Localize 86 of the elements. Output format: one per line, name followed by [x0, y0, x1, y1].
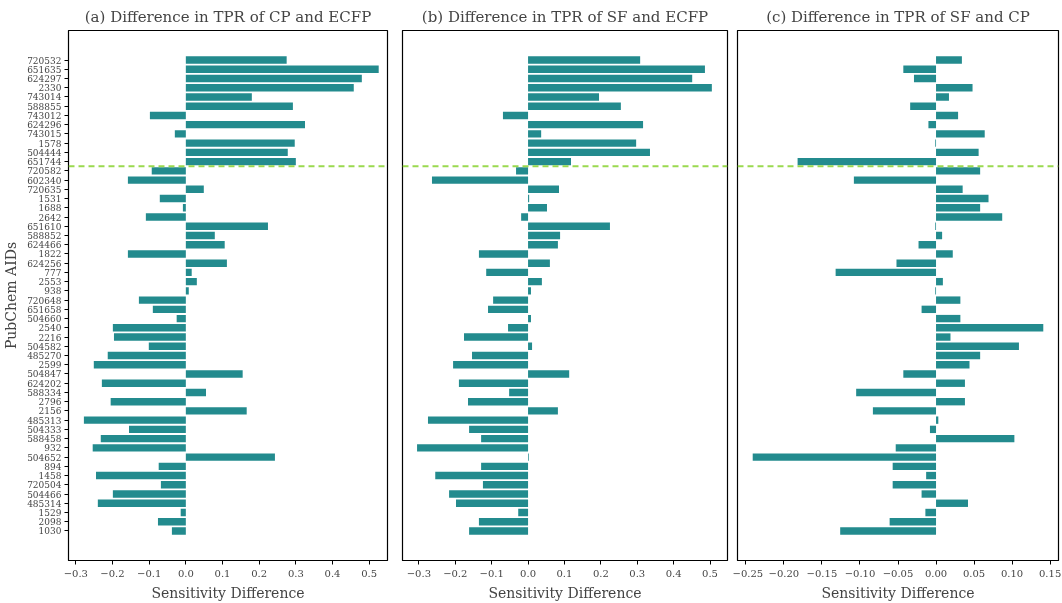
y-tick-label: 1531 — [38, 194, 62, 205]
y-tick-label: 624296 — [27, 120, 62, 131]
y-tick-label: 2540 — [38, 323, 62, 334]
y-tick-label: 2553 — [38, 277, 62, 288]
x-tick-label: 0.5 — [702, 567, 718, 579]
y-tick-label: 2796 — [38, 397, 62, 408]
y-tick-label: 1578 — [38, 138, 62, 149]
x-tick-label: 0.10 — [1000, 567, 1024, 579]
y-tick-label: 485314 — [27, 498, 62, 509]
y-tick-label: 624202 — [27, 378, 62, 389]
y-tick-label: 743014 — [27, 92, 62, 103]
y-tick-label: 894 — [44, 461, 62, 472]
x-axis-title: Sensitivity Difference — [821, 584, 975, 601]
x-tick-label: 0.2 — [592, 567, 609, 579]
y-tick-label: 651635 — [27, 64, 62, 75]
x-tick-label: 0.4 — [665, 567, 682, 579]
y-tick-label: 2098 — [38, 517, 62, 528]
chart-title: (c) Difference in TPR of SF and CP — [766, 7, 1030, 26]
y-tick-label: 651744 — [27, 157, 62, 168]
x-tick-label: 0.4 — [324, 567, 341, 579]
x-tick-label: 0.05 — [962, 567, 986, 579]
y-tick-label: 624466 — [27, 240, 62, 251]
x-tick-label: 0.3 — [629, 567, 646, 579]
y-tick-label: 504652 — [27, 452, 62, 463]
y-tick-label: 720582 — [27, 166, 62, 177]
y-tick-label: 720504 — [27, 480, 62, 491]
y-tick-label: 720648 — [27, 295, 62, 306]
y-tick-label: 504466 — [27, 489, 62, 500]
x-tick-label: 0.5 — [361, 567, 378, 579]
x-tick-label: −0.05 — [882, 567, 914, 579]
y-tick-label: 1458 — [38, 471, 62, 482]
y-tick-label: 504847 — [27, 369, 62, 380]
y-tick-label: 720635 — [27, 184, 62, 195]
x-tick-label: −0.1 — [137, 567, 162, 579]
y-axis-title: PubChem AIDs — [3, 241, 20, 350]
y-tick-label: 588334 — [27, 387, 62, 398]
y-tick-label: 932 — [44, 443, 62, 454]
y-tick-label: 2330 — [38, 83, 62, 94]
x-axis-title: Sensitivity Difference — [488, 584, 642, 601]
y-tick-label: 2599 — [38, 360, 62, 371]
x-tick-label: 0.15 — [1039, 567, 1062, 579]
y-tick-label: 485270 — [27, 351, 62, 362]
chart-title: (a) Difference in TPR of CP and ECFP — [84, 7, 372, 26]
y-tick-label: 624256 — [27, 258, 62, 269]
y-tick-label: 2216 — [38, 332, 62, 343]
x-tick-label: 0.1 — [214, 567, 231, 579]
x-tick-label: −0.1 — [479, 567, 504, 579]
y-tick-label: 504333 — [27, 424, 62, 435]
y-tick-label: 588852 — [27, 230, 62, 241]
y-tick-label: 602340 — [27, 175, 62, 186]
x-tick-label: 0.0 — [177, 567, 194, 579]
x-axis-title: Sensitivity Difference — [151, 584, 305, 601]
x-tick-label: −0.25 — [732, 567, 764, 579]
chart-title: (b) Difference in TPR of SF and ECFP — [421, 7, 709, 26]
x-tick-label: −0.20 — [768, 567, 800, 579]
y-tick-label: 651610 — [27, 221, 62, 232]
y-tick-label: 2156 — [38, 406, 62, 417]
y-tick-label: 938 — [44, 286, 62, 297]
y-tick-label: 743012 — [27, 110, 62, 121]
x-tick-label: 0.0 — [520, 567, 537, 579]
y-tick-label: 624297 — [27, 74, 62, 85]
y-tick-label: 588458 — [27, 434, 62, 445]
y-tick-label: 651658 — [27, 304, 62, 315]
x-tick-label: 0.00 — [924, 567, 948, 579]
y-tick-label: 743015 — [27, 129, 62, 140]
y-tick-label: 504582 — [27, 341, 62, 352]
y-tick-label: 2642 — [38, 212, 62, 223]
x-tick-label: −0.3 — [63, 567, 88, 579]
y-tick-label: 588855 — [27, 101, 62, 112]
y-tick-label: 504660 — [27, 314, 62, 325]
x-tick-label: −0.2 — [443, 567, 468, 579]
y-tick-label: 485313 — [27, 415, 62, 426]
y-tick-label: 1529 — [38, 507, 62, 518]
x-tick-label: 0.3 — [287, 567, 304, 579]
x-tick-label: −0.10 — [844, 567, 876, 579]
y-tick-label: 504444 — [27, 147, 62, 158]
y-tick-label: 1030 — [38, 526, 62, 537]
y-tick-label: 1688 — [38, 203, 62, 214]
x-tick-label: 0.2 — [251, 567, 268, 579]
y-tick-label: 1822 — [38, 249, 62, 260]
x-tick-label: −0.3 — [406, 567, 432, 579]
y-tick-label: 720532 — [27, 55, 62, 66]
x-tick-label: −0.2 — [100, 567, 125, 579]
x-tick-label: 0.1 — [556, 567, 573, 579]
y-tick-label: 777 — [44, 267, 62, 278]
x-tick-label: −0.15 — [806, 567, 838, 579]
